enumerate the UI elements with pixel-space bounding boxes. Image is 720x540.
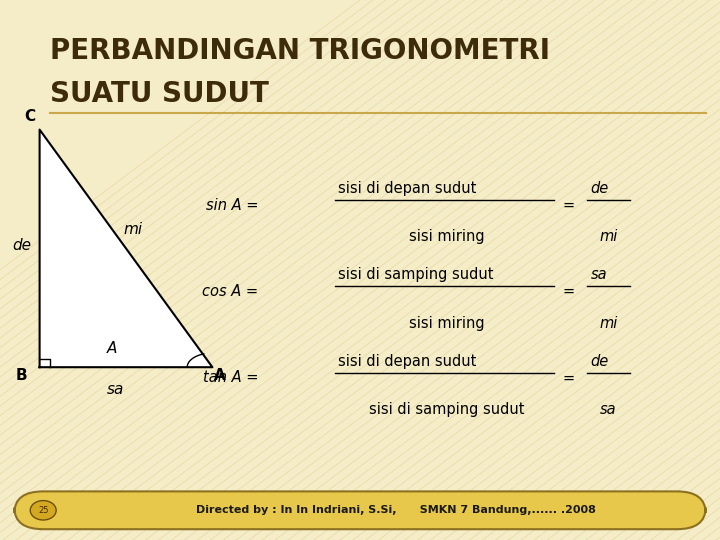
Text: PERBANDINGAN TRIGONOMETRI: PERBANDINGAN TRIGONOMETRI: [50, 37, 550, 65]
Text: sisi di depan sudut: sisi di depan sudut: [338, 354, 477, 369]
Text: sa: sa: [107, 382, 124, 397]
Text: sisi di depan sudut: sisi di depan sudut: [338, 181, 477, 196]
Text: sisi di samping sudut: sisi di samping sudut: [338, 267, 494, 282]
Text: C: C: [24, 109, 36, 124]
Text: tan A =: tan A =: [202, 370, 263, 386]
Text: de: de: [12, 238, 31, 253]
Text: cos A =: cos A =: [202, 284, 263, 299]
FancyBboxPatch shape: [14, 491, 706, 529]
Text: sisi miring: sisi miring: [408, 316, 485, 331]
Text: =: =: [563, 284, 575, 299]
Text: B: B: [16, 368, 27, 383]
Text: sa: sa: [590, 267, 607, 282]
Text: sa: sa: [600, 402, 617, 417]
Text: sisi miring: sisi miring: [408, 230, 485, 245]
Text: mi: mi: [124, 222, 143, 237]
Text: de: de: [590, 181, 608, 196]
Text: =: =: [563, 198, 575, 213]
Text: mi: mi: [599, 230, 618, 245]
Text: mi: mi: [599, 316, 618, 331]
Text: sisi di samping sudut: sisi di samping sudut: [369, 402, 524, 417]
Text: sin A =: sin A =: [206, 198, 263, 213]
Text: A: A: [214, 368, 225, 383]
Text: SUATU SUDUT: SUATU SUDUT: [50, 80, 269, 109]
Text: A: A: [107, 341, 117, 356]
Text: Directed by : In In Indriani, S.Si,      SMKN 7 Bandung,...... .2008: Directed by : In In Indriani, S.Si, SMKN…: [196, 505, 596, 515]
Text: =: =: [563, 370, 575, 386]
Text: 25: 25: [38, 506, 48, 515]
Circle shape: [30, 501, 56, 520]
Polygon shape: [40, 130, 212, 367]
Text: de: de: [590, 354, 608, 369]
